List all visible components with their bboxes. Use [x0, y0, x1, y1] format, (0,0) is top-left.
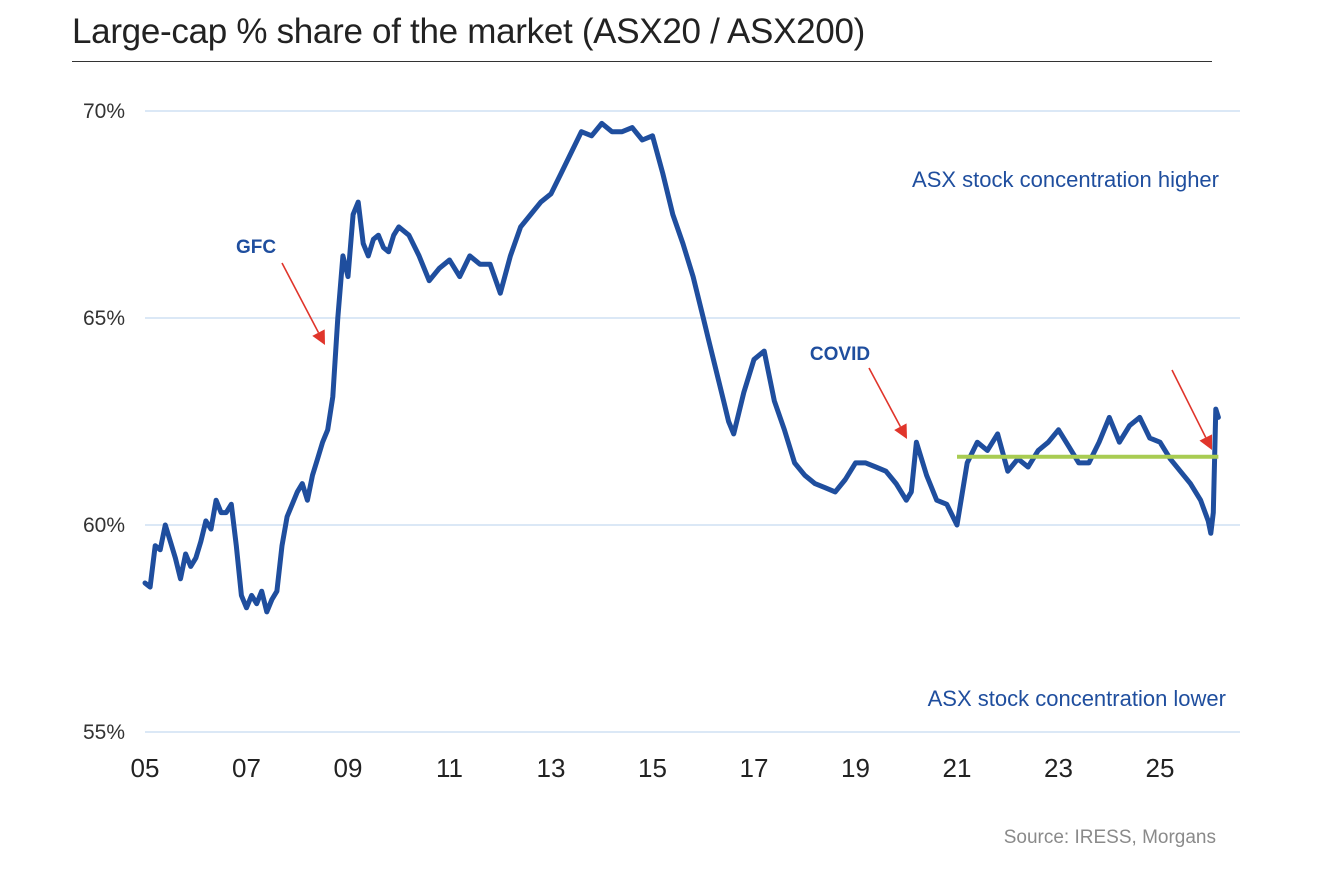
x-tick-label: 05	[131, 753, 160, 783]
y-tick-label: 60%	[83, 514, 125, 537]
y-tick-labels: 55% 60% 65% 70%	[83, 100, 125, 744]
source-note: Source: IRESS, Morgans	[1003, 827, 1216, 848]
series-group	[142, 120, 1221, 615]
chart-title: Large-cap % share of the market (ASX20 /…	[72, 12, 865, 51]
x-tick-label: 21	[943, 753, 972, 783]
gfc-arrow	[281, 262, 325, 345]
series-line	[142, 120, 1221, 615]
annotation-arrows	[281, 262, 1212, 450]
x-tick-label: 23	[1044, 753, 1073, 783]
annotation-concentration-lower: ASX stock concentration lower	[928, 686, 1226, 711]
x-tick-label: 19	[841, 753, 870, 783]
x-tick-label: 11	[436, 753, 463, 783]
x-tick-label: 15	[638, 753, 667, 783]
x-tick-label: 13	[537, 753, 566, 783]
recent-arrow	[1171, 369, 1212, 450]
grid-lines	[145, 110, 1240, 733]
annotation-concentration-higher: ASX stock concentration higher	[912, 167, 1219, 192]
y-tick-label: 55%	[83, 721, 125, 744]
covid-arrow	[868, 367, 907, 439]
x-tick-label: 09	[334, 753, 363, 783]
annotation-gfc: GFC	[236, 237, 276, 258]
x-tick-label: 17	[740, 753, 769, 783]
title-divider	[72, 61, 1212, 62]
x-tick-labels: 05 07 09 11 13 15 17 19 21 23 25	[131, 753, 1175, 783]
y-tick-label: 70%	[83, 100, 125, 123]
annotation-covid: COVID	[810, 344, 870, 365]
x-tick-label: 07	[232, 753, 261, 783]
x-tick-label: 25	[1146, 753, 1175, 783]
y-tick-label: 65%	[83, 307, 125, 330]
